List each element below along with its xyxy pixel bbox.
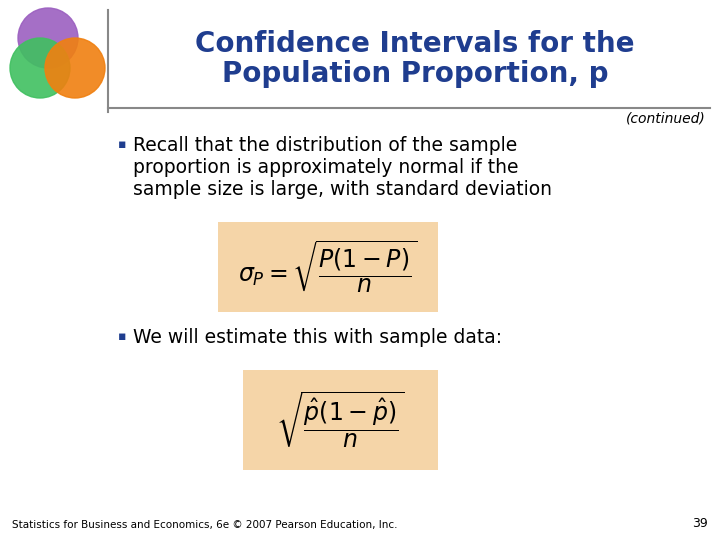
Circle shape [10,38,70,98]
Text: proportion is approximately normal if the: proportion is approximately normal if th… [133,158,518,177]
FancyBboxPatch shape [243,370,438,470]
Text: Confidence Intervals for the: Confidence Intervals for the [195,30,635,58]
Text: $\sqrt{\dfrac{\hat{p}(1-\hat{p})}{n}}$: $\sqrt{\dfrac{\hat{p}(1-\hat{p})}{n}}$ [276,390,405,450]
Text: Population Proportion, p: Population Proportion, p [222,60,608,88]
Text: Recall that the distribution of the sample: Recall that the distribution of the samp… [133,136,517,155]
Text: Statistics for Business and Economics, 6e © 2007 Pearson Education, Inc.: Statistics for Business and Economics, 6… [12,520,397,530]
Text: $\sigma_P = \sqrt{\dfrac{P(1-P)}{n}}$: $\sigma_P = \sqrt{\dfrac{P(1-P)}{n}}$ [238,238,418,295]
Text: 39: 39 [692,517,708,530]
Text: ▪: ▪ [118,138,127,151]
Text: We will estimate this with sample data:: We will estimate this with sample data: [133,328,502,347]
Text: ▪: ▪ [118,330,127,343]
FancyBboxPatch shape [218,222,438,312]
Text: sample size is large, with standard deviation: sample size is large, with standard devi… [133,180,552,199]
Circle shape [45,38,105,98]
Circle shape [18,8,78,68]
Text: (continued): (continued) [626,112,706,126]
